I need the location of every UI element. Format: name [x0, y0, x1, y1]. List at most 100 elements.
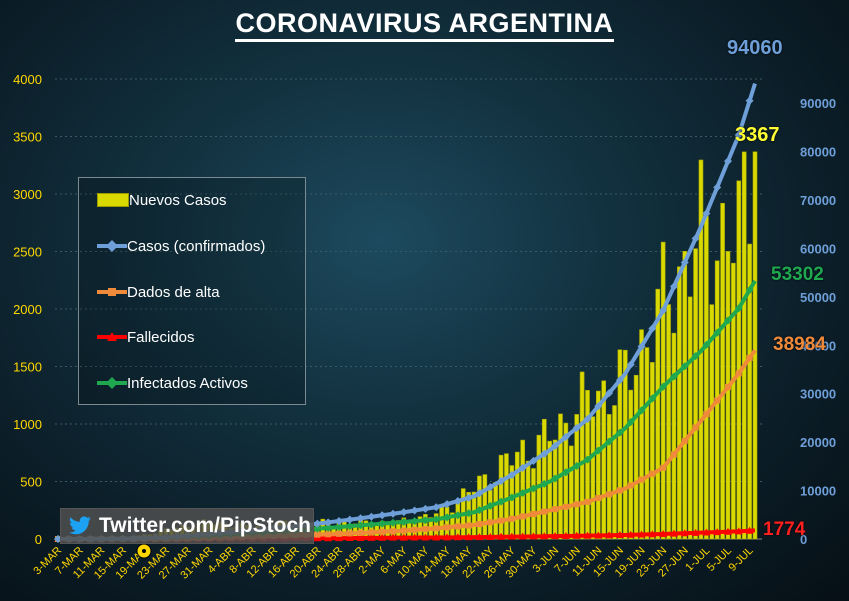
y-right-tick-label: 80000: [800, 145, 836, 160]
series-line-active-point: [626, 418, 635, 427]
series-line-cases-point: [615, 376, 624, 385]
series-line-recovered-point: [476, 521, 483, 528]
series-line-active-point: [475, 506, 484, 515]
legend-swatch-active: [97, 376, 127, 390]
bar-new-cases: [606, 414, 612, 540]
series-line-deaths-point: [637, 530, 646, 538]
series-line-recovered-point: [649, 470, 656, 477]
series-line-active-point: [313, 524, 322, 533]
series-line-cases-point: [313, 519, 322, 528]
series-line-active-point: [334, 523, 343, 532]
series-line-recovered-point: [487, 519, 494, 526]
series-line-recovered-point: [562, 503, 569, 510]
series-line-cases-point: [388, 509, 397, 518]
series-line-recovered-point: [714, 397, 721, 404]
series-line-cases-point: [583, 415, 592, 424]
bar-new-cases: [471, 491, 477, 540]
y-right-tick-label: 0: [800, 532, 807, 547]
bar-new-cases: [639, 329, 644, 540]
series-line-cases-point: [399, 508, 408, 517]
y-right-tick-label: 10000: [800, 484, 836, 499]
series-line-deaths-point: [324, 534, 333, 542]
series-line-active-point: [659, 382, 668, 391]
y-right-tick-label: 20000: [800, 435, 836, 450]
bar-new-cases: [731, 262, 736, 540]
series-line-recovered-point: [660, 464, 667, 471]
series-line-cases-point: [669, 282, 678, 291]
bar-new-cases: [439, 504, 444, 540]
series-line-active-point: [356, 521, 365, 530]
bar-new-cases: [525, 460, 531, 540]
series-line-active-point: [378, 519, 387, 528]
series-line-active-point: [399, 517, 408, 526]
series-line-recovered-point: [595, 495, 602, 502]
bar-new-cases: [531, 468, 536, 540]
series-line-recovered-point: [530, 511, 537, 518]
series-line-recovered-point: [465, 522, 472, 529]
series-line-recovered-point: [703, 411, 710, 418]
series-line-recovered-point: [681, 437, 688, 444]
bar-new-cases: [504, 453, 509, 540]
bar-new-cases: [498, 454, 504, 540]
y-left-tick-label: 3000: [13, 187, 42, 202]
legend-item-cases: Casos (confirmados): [97, 236, 265, 256]
series-line-recovered-point: [627, 482, 634, 489]
bar-new-cases: [585, 390, 590, 540]
series-line-active-point: [702, 340, 711, 349]
series-line-active-point: [583, 455, 592, 464]
legend-label-new_cases: Nuevos Casos: [129, 191, 227, 209]
y-left-tick-label: 4000: [13, 72, 42, 87]
series-line-active-point: [713, 328, 722, 337]
series-line-cases-point: [594, 402, 603, 411]
series-line-deaths-point: [497, 532, 506, 540]
series-line-active-point: [486, 501, 495, 510]
series-line-deaths-point: [356, 533, 365, 541]
bar-new-cases: [633, 374, 639, 540]
series-line-recovered-point: [357, 529, 364, 536]
series-line-active-point: [551, 474, 560, 483]
series-line-recovered-point: [508, 515, 515, 522]
legend-label-active: Infectados Activos: [127, 374, 248, 392]
x-tick-label: 9-JUL: [726, 545, 755, 574]
end-label-active: 53302: [771, 264, 824, 285]
bar-new-cases: [493, 482, 498, 540]
bar-new-cases: [568, 445, 574, 540]
credit-badge[interactable]: Twitter.com/PipStoch: [60, 508, 314, 544]
bar-new-cases: [725, 251, 731, 540]
bar-new-cases: [590, 416, 596, 540]
y-left-tick-label: 500: [20, 475, 42, 490]
series-line-cases-point: [626, 360, 635, 369]
series-line-deaths-point: [745, 526, 754, 534]
series-line-deaths-point: [583, 531, 592, 539]
legend-item-new_cases: Nuevos Casos: [97, 190, 227, 210]
series-line-deaths-point: [410, 533, 419, 541]
series-line-recovered-point: [552, 506, 559, 513]
series-line-deaths-point: [388, 533, 397, 541]
series-line-deaths-point: [734, 527, 743, 535]
y-right-tick-label: 30000: [800, 387, 836, 402]
series-line-recovered-point: [379, 528, 386, 535]
series-line-deaths-point: [443, 533, 452, 541]
y-left-tick-label: 1000: [13, 417, 42, 432]
legend-label-recovered: Dados de alta: [127, 283, 220, 301]
series-line-cases-point: [702, 209, 711, 218]
legend-swatch-cases: [97, 239, 127, 253]
series-line-active-point: [572, 461, 581, 470]
bar-new-cases: [644, 347, 650, 540]
bar-new-cases: [596, 390, 601, 540]
series-line-recovered-point: [616, 487, 623, 494]
series-line-cases-point: [551, 441, 560, 450]
series-line-deaths-point: [529, 532, 538, 540]
series-line-deaths-point: [464, 533, 473, 541]
bar-new-cases: [671, 332, 677, 540]
bar-new-cases: [563, 422, 569, 540]
series-line-deaths-point: [313, 534, 322, 542]
series-line-deaths-point: [572, 531, 581, 539]
y-right-tick-label: 50000: [800, 290, 836, 305]
series-line-cases-point: [561, 432, 570, 441]
series-line-deaths-point: [615, 531, 624, 539]
series-line-cases-point: [486, 483, 495, 492]
series-line-cases-point: [324, 518, 333, 527]
series-line-deaths-point: [475, 533, 484, 541]
series-line-recovered-point: [735, 370, 742, 377]
